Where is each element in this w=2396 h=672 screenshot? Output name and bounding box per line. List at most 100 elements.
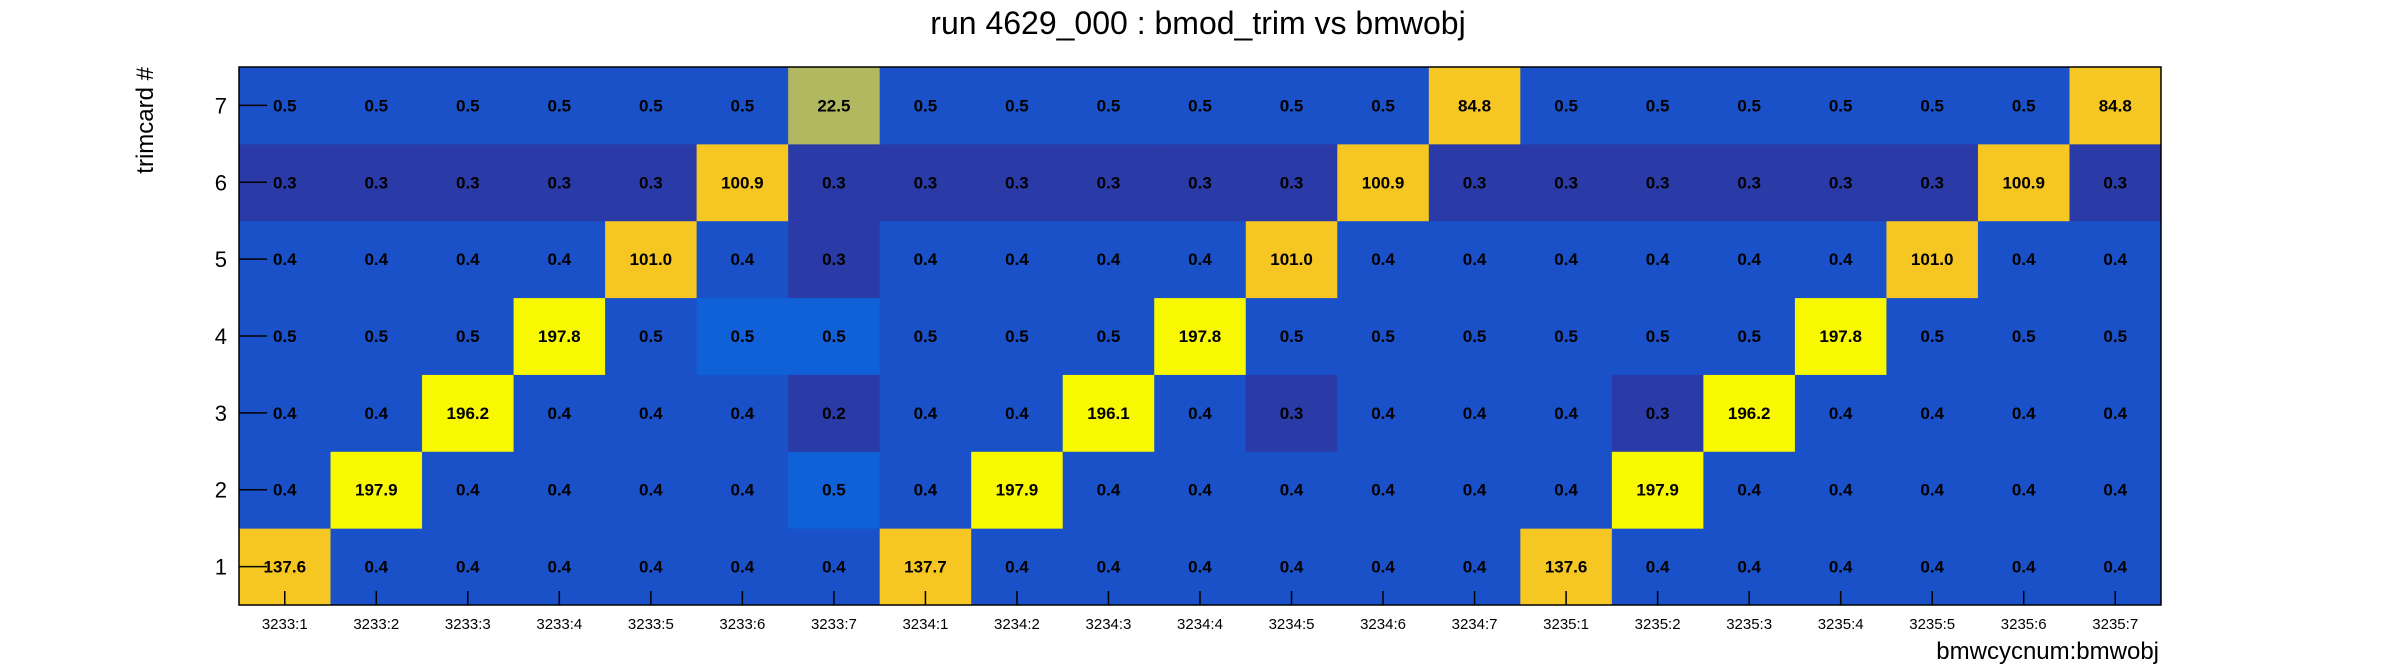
cell-value-label: 0.4 <box>1920 404 1944 423</box>
heatmap-cell <box>1154 374 1247 452</box>
cell-value-label: 0.4 <box>1280 558 1304 577</box>
heatmap-cell <box>971 220 1064 299</box>
heatmap-cell <box>1611 451 1704 529</box>
cell-value-label: 0.4 <box>1188 250 1212 269</box>
heatmap-cell <box>1337 297 1430 375</box>
x-tick-label: 3235:6 <box>2001 616 2047 633</box>
x-tick-label: 3233:7 <box>811 616 857 633</box>
cell-value-label: 0.4 <box>1005 404 1029 423</box>
cell-value-label: 0.4 <box>914 250 938 269</box>
heatmap-cell <box>696 297 789 375</box>
heatmap-cell <box>879 374 972 452</box>
cell-value-label: 0.4 <box>1737 481 1761 500</box>
cell-value-label: 0.3 <box>1829 173 1853 192</box>
cell-value-label: 0.4 <box>1371 250 1395 269</box>
cell-value-label: 0.4 <box>1463 558 1487 577</box>
cell-value-label: 0.5 <box>1920 327 1944 346</box>
heatmap-cell <box>1703 143 1796 222</box>
x-tick-label: 3235:3 <box>1726 616 1772 633</box>
cell-value-label: 0.3 <box>364 173 388 192</box>
cell-value-label: 0.4 <box>1371 481 1395 500</box>
cell-value-label: 0.4 <box>1554 481 1578 500</box>
heatmap-cell <box>1245 143 1338 222</box>
cell-value-label: 0.4 <box>1463 250 1487 269</box>
cell-value-label: 0.4 <box>2012 481 2036 500</box>
cell-value-label: 0.3 <box>1280 404 1304 423</box>
x-tick-label: 3234:6 <box>1360 616 1406 633</box>
x-tick-label: 3233:4 <box>536 616 582 633</box>
cell-value-label: 0.5 <box>1646 96 1670 115</box>
x-tick-label: 3234:4 <box>1177 616 1223 633</box>
cell-value-label: 197.8 <box>538 327 581 346</box>
cell-value-label: 0.3 <box>822 250 846 269</box>
heatmap-cell <box>422 297 515 375</box>
cell-value-label: 22.5 <box>817 96 850 115</box>
cell-value-label: 0.4 <box>2012 558 2036 577</box>
cell-value-label: 0.4 <box>1646 558 1670 577</box>
cell-value-label: 0.5 <box>1280 96 1304 115</box>
cell-value-label: 0.4 <box>548 481 572 500</box>
cell-value-label: 0.4 <box>1188 404 1212 423</box>
cell-value-label: 0.4 <box>548 404 572 423</box>
x-tick-label: 3234:5 <box>1269 616 1315 633</box>
heatmap-cell <box>1703 374 1796 452</box>
heatmap-cell <box>1794 67 1887 145</box>
cell-value-label: 0.5 <box>1463 327 1487 346</box>
cell-value-label: 0.4 <box>1554 404 1578 423</box>
x-tick-label: 3233:1 <box>262 616 308 633</box>
heatmap-cell <box>788 143 881 222</box>
heatmap-cell <box>513 220 606 299</box>
heatmap-cell <box>1062 297 1155 375</box>
x-tick-label: 3234:3 <box>1086 616 1132 633</box>
heatmap-cell <box>1062 451 1155 529</box>
heatmap-cell <box>971 143 1064 222</box>
cell-value-label: 0.3 <box>914 173 938 192</box>
cell-value-label: 0.4 <box>731 250 755 269</box>
heatmap-cell <box>1977 451 2070 529</box>
cell-value-label: 197.9 <box>1636 481 1679 500</box>
cell-value-label: 0.5 <box>914 327 938 346</box>
cell-value-label: 196.2 <box>447 404 490 423</box>
cell-value-label: 0.3 <box>273 173 297 192</box>
cell-value-label: 0.4 <box>364 558 388 577</box>
cell-value-label: 0.4 <box>731 558 755 577</box>
heatmap-cell <box>1062 67 1155 145</box>
cell-value-label: 0.5 <box>273 327 297 346</box>
heatmap-cell <box>330 220 423 299</box>
heatmap-cell <box>1337 374 1430 452</box>
cell-value-label: 0.3 <box>1554 173 1578 192</box>
cell-value-label: 0.5 <box>2012 327 2036 346</box>
heatmap-cell <box>879 67 972 145</box>
cell-value-label: 0.4 <box>1737 558 1761 577</box>
heatmap-cell <box>1520 297 1613 375</box>
cell-value-label: 0.4 <box>1829 481 1853 500</box>
x-tick-label: 3235:1 <box>1543 616 1589 633</box>
cell-value-label: 0.5 <box>914 96 938 115</box>
cell-value-label: 0.4 <box>456 481 480 500</box>
heatmap-cell <box>605 374 698 452</box>
heatmap-cell <box>696 67 789 145</box>
heatmap-cell <box>1611 297 1704 375</box>
cell-value-label: 0.5 <box>822 327 846 346</box>
cell-value-label: 0.5 <box>273 96 297 115</box>
heatmap-cell <box>330 451 423 529</box>
cell-value-label: 0.4 <box>2103 558 2127 577</box>
cell-value-label: 0.4 <box>1005 558 1029 577</box>
cell-value-label: 197.8 <box>1819 327 1862 346</box>
cell-value-label: 197.9 <box>355 481 398 500</box>
cell-value-label: 0.4 <box>1829 404 1853 423</box>
heatmap-cell <box>422 67 515 145</box>
y-tick-label: 2 <box>215 478 227 503</box>
heatmap-cell <box>1611 220 1704 299</box>
heatmap-cell <box>422 220 515 299</box>
cell-value-label: 0.4 <box>548 250 572 269</box>
heatmap-cell <box>1062 143 1155 222</box>
heatmap-cell <box>1154 220 1247 299</box>
cell-value-label: 0.4 <box>273 250 297 269</box>
cell-value-label: 0.4 <box>1188 481 1212 500</box>
heatmap-cell <box>605 220 698 299</box>
cell-value-label: 0.4 <box>2103 481 2127 500</box>
x-tick-label: 3235:4 <box>1818 616 1864 633</box>
cell-value-label: 0.5 <box>2012 96 2036 115</box>
